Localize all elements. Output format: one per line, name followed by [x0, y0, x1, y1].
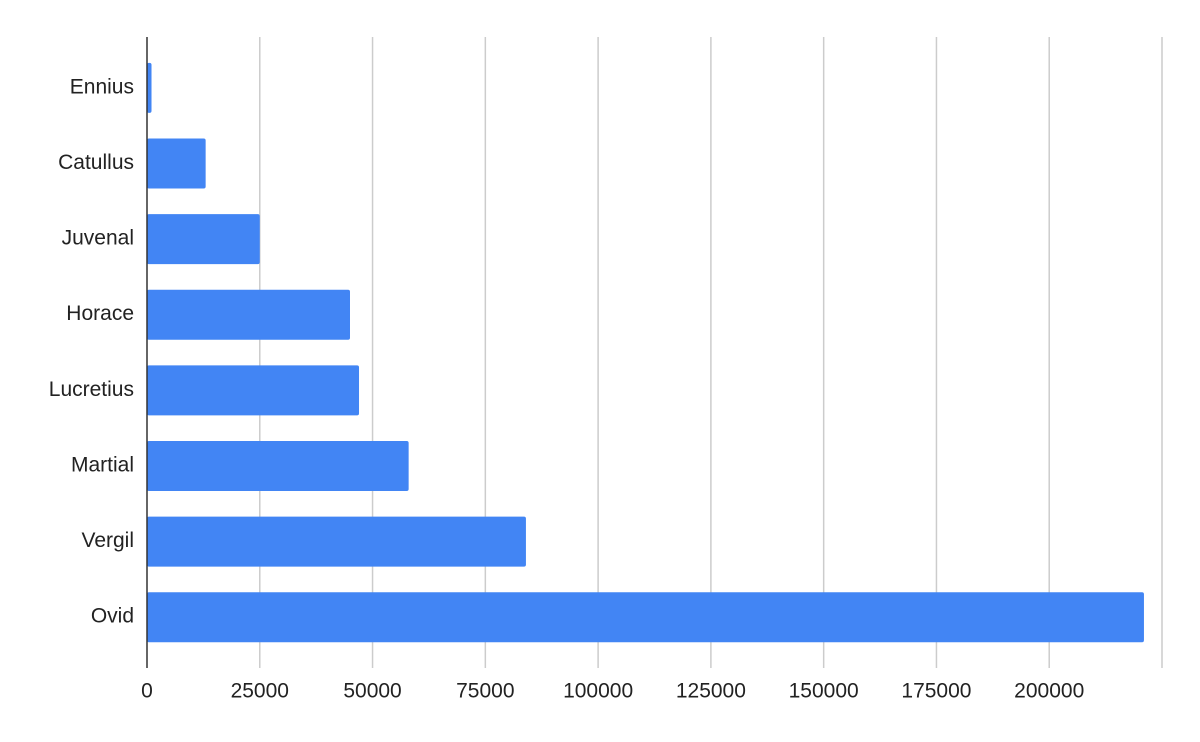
x-tick-label: 50000 [343, 680, 401, 703]
x-tick-label: 175000 [901, 680, 971, 703]
y-tick-label: Catullus [58, 151, 134, 174]
x-tick-label: 150000 [789, 680, 859, 703]
bar [147, 365, 360, 416]
y-tick-label: Horace [66, 302, 134, 325]
bar [147, 592, 1144, 643]
y-tick-label: Lucretius [49, 378, 134, 401]
bar [147, 516, 526, 567]
bar [147, 214, 260, 265]
bar [147, 289, 350, 340]
bar [147, 62, 152, 113]
y-tick-label: Juvenal [62, 227, 134, 250]
y-tick-label: Martial [71, 453, 134, 476]
x-tick-label: 200000 [1014, 680, 1084, 703]
x-tick-label: 100000 [563, 680, 633, 703]
bar [147, 138, 206, 189]
bar [147, 440, 409, 491]
x-tick-label: 75000 [456, 680, 514, 703]
x-tick-label: 25000 [231, 680, 289, 703]
x-tick-label: 125000 [676, 680, 746, 703]
y-tick-label: Ennius [70, 75, 134, 98]
y-tick-label: Vergil [81, 529, 134, 552]
y-tick-label: Ovid [91, 605, 134, 628]
x-tick-label: 0 [141, 680, 153, 703]
